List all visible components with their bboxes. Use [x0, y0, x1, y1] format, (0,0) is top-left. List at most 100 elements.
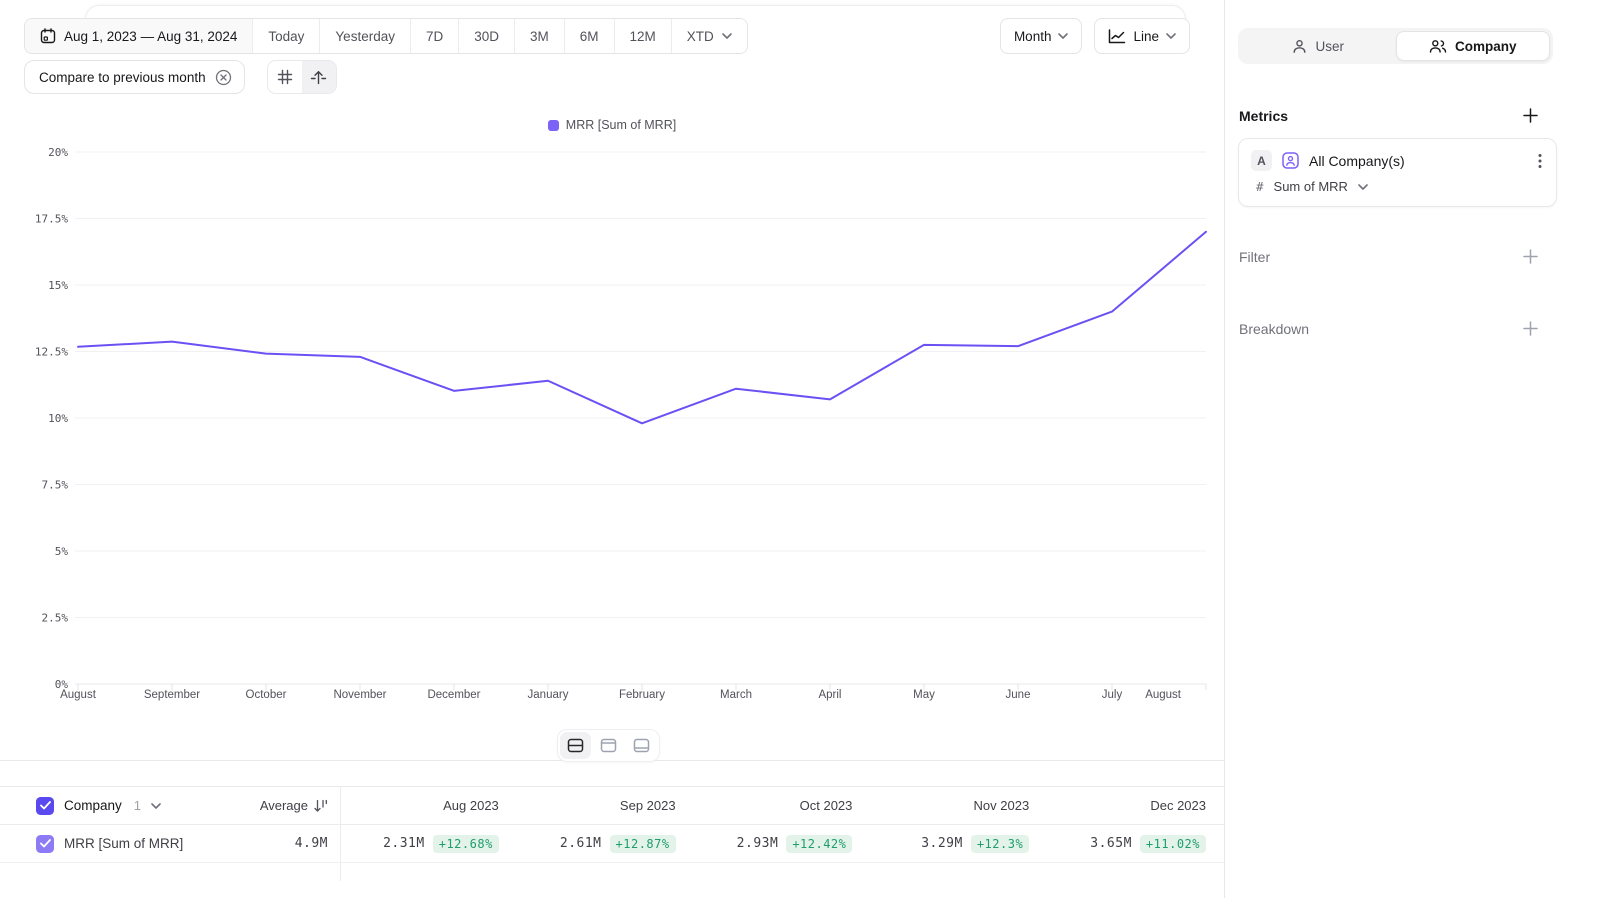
- toolbar: Aug 1, 2023 — Aug 31, 2024 Today Yesterd…: [24, 18, 1190, 54]
- add-metric-button[interactable]: [1520, 105, 1541, 126]
- quick-range-yesterday[interactable]: Yesterday: [320, 19, 411, 53]
- average-value: 4.9M: [294, 836, 328, 851]
- check-icon: [39, 839, 51, 848]
- filter-label: Filter: [1239, 248, 1271, 265]
- delta-badge: +12.68%: [432, 834, 499, 853]
- config-sidebar: User Company Metrics: [1224, 0, 1600, 898]
- svg-text:15%: 15%: [48, 279, 68, 292]
- xtd-label: XTD: [686, 28, 714, 44]
- average-column-header[interactable]: Average: [260, 798, 328, 813]
- tab-company-label: Company: [1454, 38, 1517, 54]
- quick-range-30d[interactable]: 30D: [459, 19, 515, 53]
- layout-chart-only-button[interactable]: [593, 732, 624, 759]
- tab-user[interactable]: User: [1241, 31, 1396, 61]
- select-all-checkbox[interactable]: [36, 796, 54, 815]
- month-value-cell: 2.31M +12.68%: [340, 834, 517, 853]
- delta-badge: +12.3%: [970, 834, 1030, 853]
- mrr-line-chart[interactable]: 0% 2.5% 5% 7.5% 10% 12.5% 15% 17.5% 20% August Sep…: [0, 140, 1224, 705]
- filter-section: Filter: [1239, 246, 1541, 267]
- user-icon: [1293, 39, 1306, 53]
- gridlines-toggle-button[interactable]: [267, 61, 302, 93]
- split-view-icon: [567, 738, 584, 753]
- quick-range-6m[interactable]: 6M: [564, 19, 615, 53]
- table-row-name-cell: MRR [Sum of MRR] 4.9M: [0, 834, 340, 853]
- delta-badge: +12.87%: [609, 834, 676, 853]
- granularity-dropdown[interactable]: Month: [999, 18, 1083, 54]
- month-column-header[interactable]: Dec 2023: [1150, 798, 1206, 813]
- svg-text:October: October: [246, 689, 287, 701]
- svg-text:July: July: [1102, 689, 1123, 701]
- quick-range-today[interactable]: Today: [253, 19, 321, 53]
- quick-range-7d[interactable]: 7D: [410, 19, 460, 53]
- svg-text:March: March: [720, 689, 752, 701]
- mrr-value: 3.65M: [1090, 836, 1132, 851]
- svg-text:November: November: [333, 689, 386, 701]
- aggregation-selector[interactable]: # Sum of MRR: [1251, 179, 1544, 194]
- calendar-icon: [40, 28, 56, 44]
- chevron-down-icon: [721, 33, 732, 39]
- svg-text:January: January: [528, 689, 569, 701]
- legend-swatch: [547, 119, 559, 131]
- check-icon: [39, 801, 51, 810]
- chevron-down-icon[interactable]: [151, 802, 161, 809]
- month-column-header[interactable]: Aug 2023: [443, 798, 499, 813]
- tab-company[interactable]: Company: [1395, 31, 1550, 61]
- svg-text:7.5%: 7.5%: [42, 479, 69, 492]
- svg-text:June: June: [1006, 689, 1031, 701]
- plus-icon: [1523, 249, 1538, 264]
- metric-options-button[interactable]: [1536, 151, 1544, 171]
- svg-text:5%: 5%: [55, 545, 69, 558]
- table-only-icon: [633, 738, 650, 753]
- date-range-label: Aug 1, 2023 — Aug 31, 2024: [64, 28, 238, 44]
- metric-card-header: A All Company(s): [1251, 150, 1544, 171]
- svg-text:August: August: [1145, 689, 1182, 701]
- chevron-down-icon: [1058, 33, 1069, 39]
- layout-table-only-button[interactable]: [626, 732, 657, 759]
- table-header-row: Company 1 Average Aug 2023: [0, 787, 1224, 825]
- entity-column-label: Company: [64, 798, 122, 813]
- plus-icon: [1523, 108, 1538, 123]
- svg-text:February: February: [619, 689, 665, 701]
- plus-icon: [1523, 321, 1538, 336]
- svg-text:May: May: [913, 689, 935, 701]
- quick-range-xtd-dropdown[interactable]: XTD: [671, 19, 747, 53]
- svg-text:20%: 20%: [48, 146, 68, 159]
- add-filter-button[interactable]: [1520, 246, 1541, 267]
- month-column-header[interactable]: Nov 2023: [973, 798, 1030, 813]
- metric-row-name: MRR [Sum of MRR]: [64, 836, 184, 851]
- chart-option-toggles: [266, 60, 337, 94]
- month-value-cell: 3.29M +12.3%: [870, 834, 1047, 853]
- layout-split-view-button[interactable]: [560, 732, 591, 759]
- breakdown-label: Breakdown: [1239, 320, 1310, 337]
- svg-text:August: August: [60, 689, 97, 701]
- month-value-cell: 2.61M +12.87%: [517, 834, 694, 853]
- table-header-entity-cell: Company 1 Average: [0, 796, 340, 815]
- month-column-header[interactable]: Oct 2023: [799, 798, 853, 813]
- row-checkbox[interactable]: [36, 834, 54, 853]
- metrics-section-header: Metrics: [1239, 105, 1541, 126]
- quick-range-12m[interactable]: 12M: [614, 19, 672, 53]
- annotations-toggle-button[interactable]: [301, 61, 336, 93]
- metric-card[interactable]: A All Company(s) # Sum of MRR: [1238, 138, 1557, 207]
- arrow-up-from-line-icon: [310, 70, 327, 84]
- toolbar-second-row: Compare to previous month: [24, 60, 337, 94]
- company-contact-icon: [1282, 152, 1299, 169]
- quick-range-3m[interactable]: 3M: [515, 19, 565, 53]
- month-column-header[interactable]: Sep 2023: [619, 798, 676, 813]
- svg-text:September: September: [144, 689, 200, 701]
- sort-descending-icon: [314, 799, 327, 812]
- numeric-property-icon: #: [1256, 179, 1264, 194]
- metrics-title: Metrics: [1239, 107, 1289, 124]
- table-row[interactable]: MRR [Sum of MRR] 4.9M 2.31M +12.68% 2.61…: [0, 825, 1224, 863]
- chart-type-label: Line: [1133, 28, 1159, 44]
- compare-chip[interactable]: Compare to previous month: [24, 60, 245, 94]
- date-range-button[interactable]: Aug 1, 2023 — Aug 31, 2024: [25, 19, 254, 53]
- remove-compare-icon[interactable]: [215, 69, 232, 86]
- svg-text:2.5%: 2.5%: [42, 612, 69, 625]
- chart-type-dropdown[interactable]: Line: [1094, 18, 1190, 54]
- tab-user-label: User: [1315, 38, 1344, 54]
- add-breakdown-button[interactable]: [1520, 318, 1541, 339]
- month-value-cell: 3.65M +11.02%: [1047, 834, 1224, 853]
- chart-legend[interactable]: MRR [Sum of MRR]: [0, 118, 1224, 132]
